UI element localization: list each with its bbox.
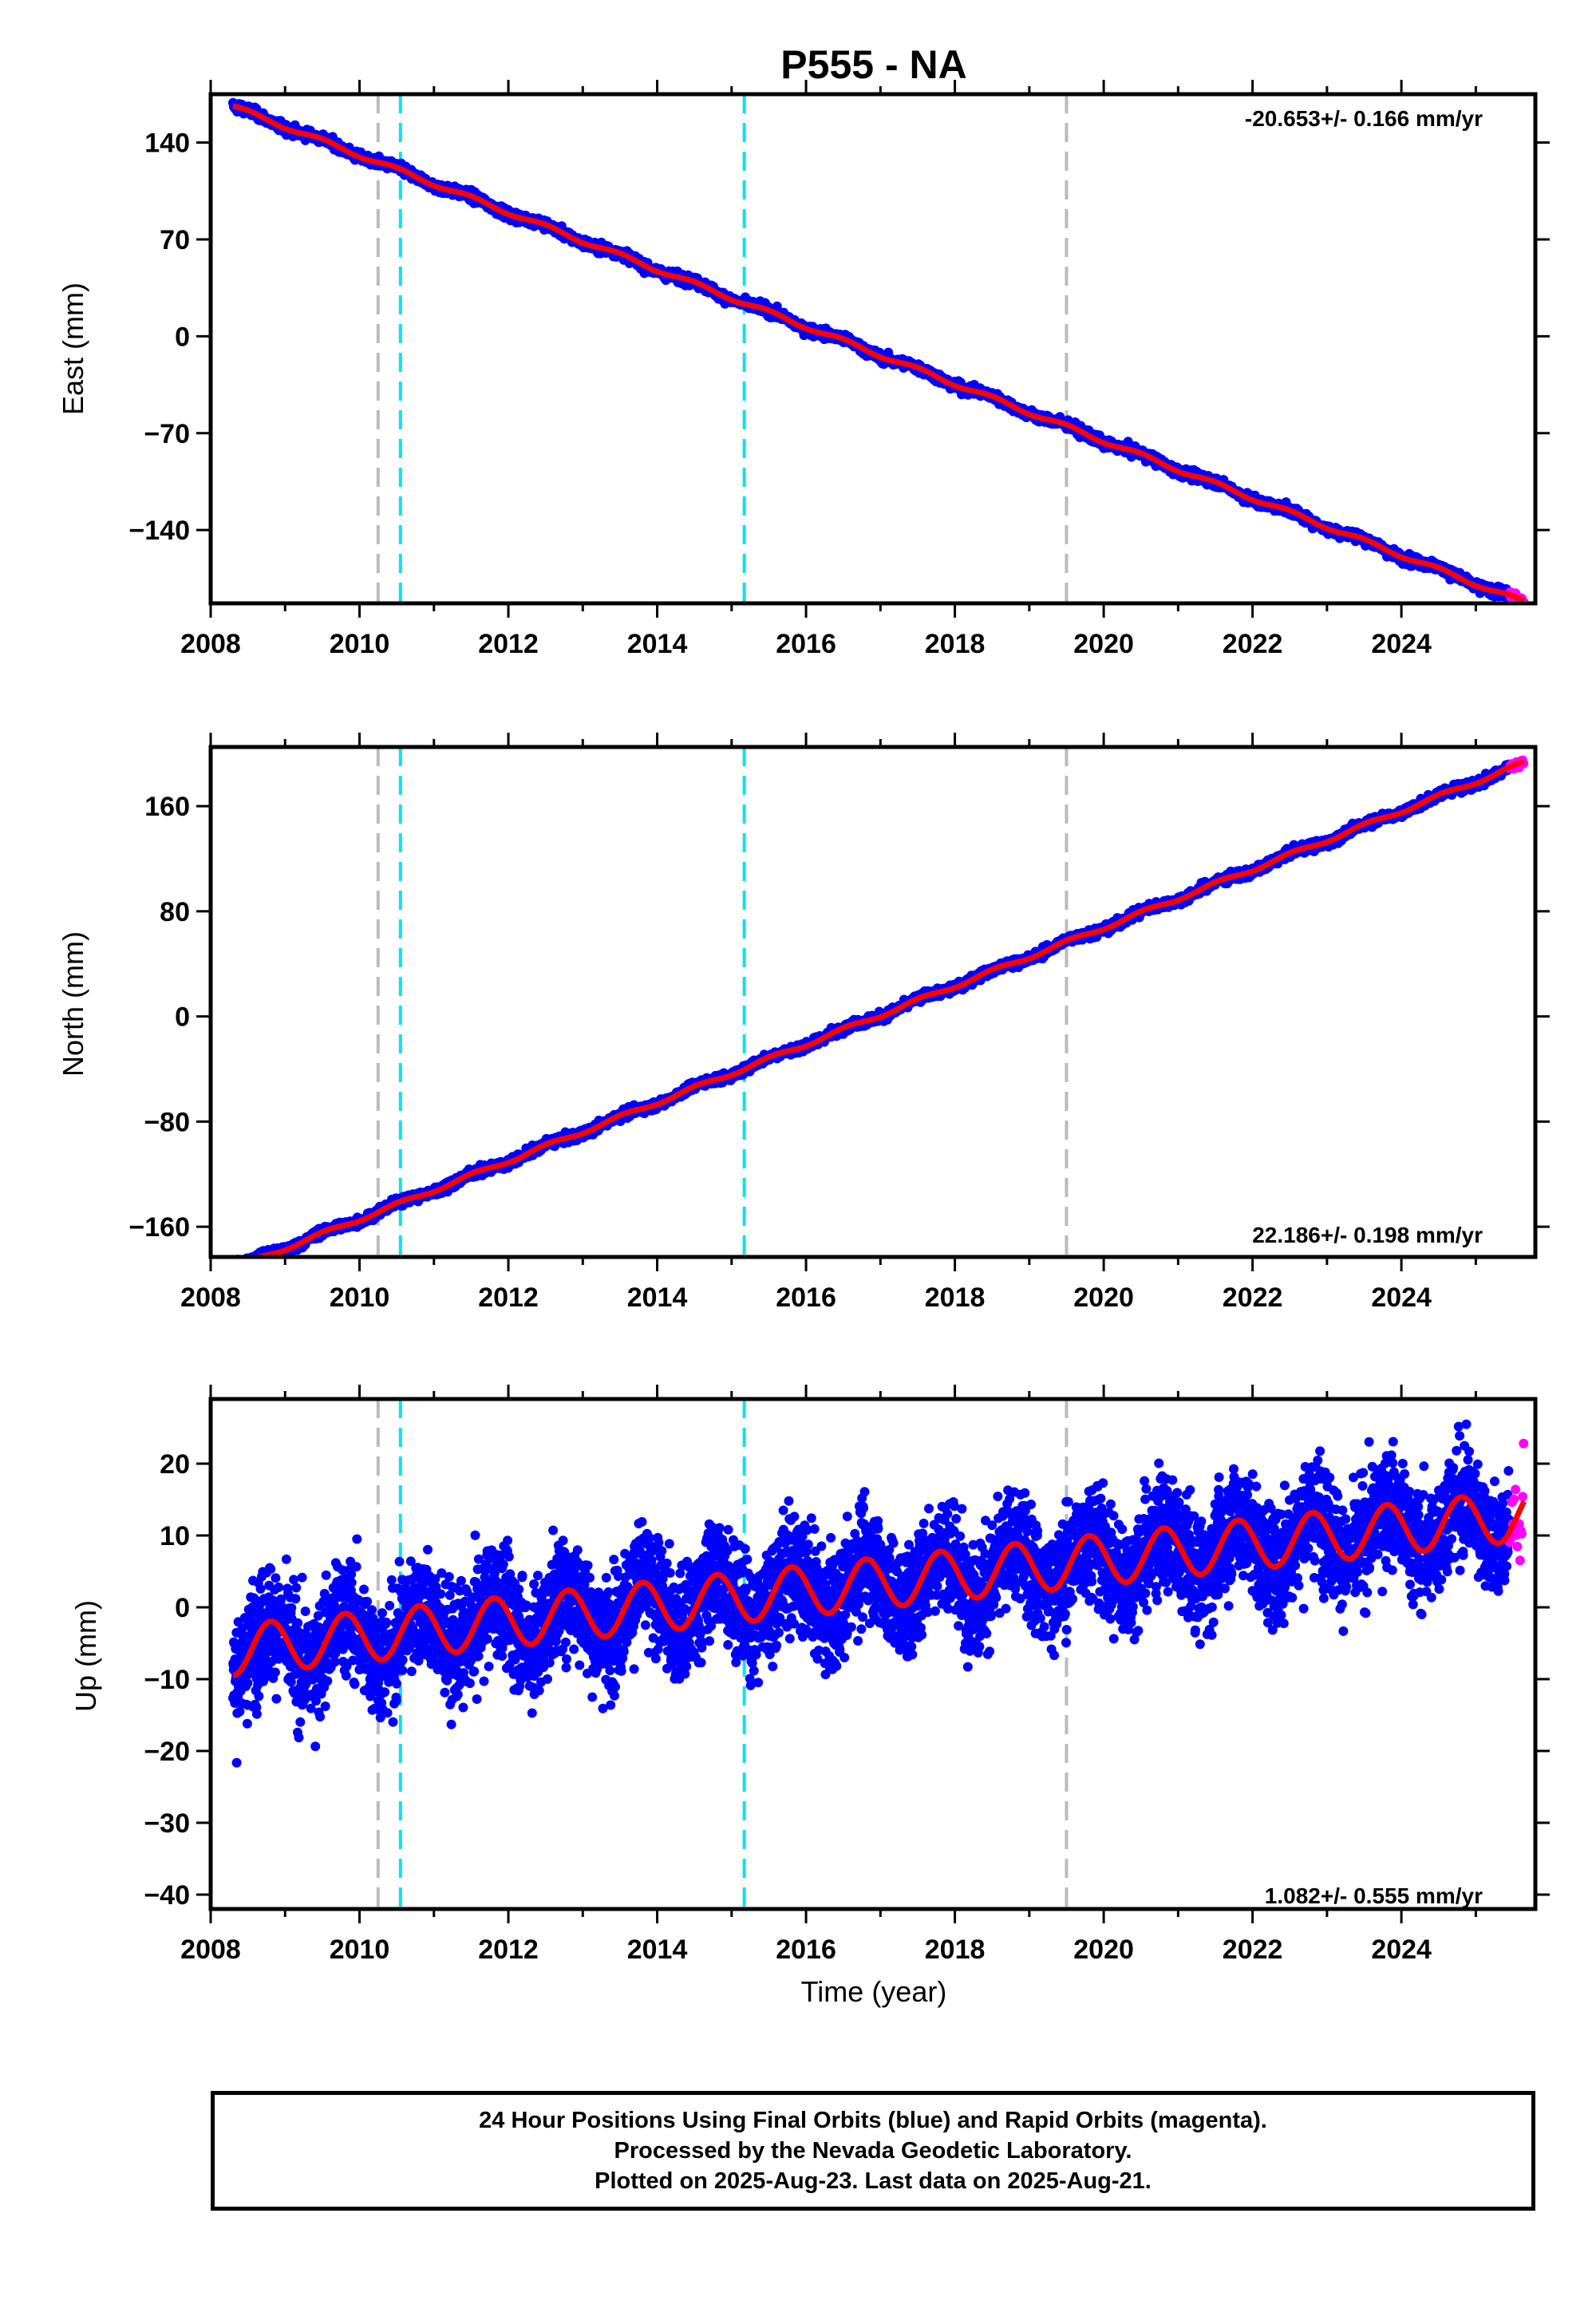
final-point — [238, 1259, 247, 1268]
final-point — [237, 1262, 247, 1271]
east-rate-label: -20.653+/- 0.166 mm/yr — [1245, 106, 1483, 131]
xtick-label: 2020 — [1073, 629, 1134, 659]
north-ylabel: North (mm) — [57, 931, 89, 1077]
final-point — [235, 1261, 245, 1271]
final-point — [232, 1262, 242, 1271]
xtick-label: 2016 — [776, 629, 836, 659]
final-point — [236, 1263, 246, 1272]
east-ylabel: East (mm) — [57, 283, 89, 415]
final-point — [229, 1268, 239, 1278]
final-point — [231, 1263, 240, 1272]
final-point — [239, 1262, 248, 1271]
final-point — [238, 1259, 247, 1269]
final-point — [237, 1259, 247, 1269]
chart-title: P555 - NA — [780, 42, 966, 87]
final-point — [245, 1258, 255, 1267]
final-point — [231, 1264, 241, 1274]
north-rate-label: 22.186+/- 0.198 mm/yr — [1252, 1223, 1483, 1247]
final-point — [229, 1263, 239, 1272]
xtick-label: 2024 — [1371, 629, 1432, 659]
final-point — [232, 1259, 242, 1269]
xtick-label: 2018 — [925, 629, 986, 659]
final-point — [236, 1261, 246, 1271]
final-point — [247, 1259, 257, 1268]
final-point — [230, 1263, 239, 1272]
xtick-label: 2022 — [1223, 629, 1283, 659]
east-panel: East (mm) -20.653+/- 0.166 mm/yr 140 70 0 −… — [57, 80, 1550, 659]
final-point — [228, 1259, 238, 1269]
final-point — [241, 1258, 251, 1267]
final-point — [244, 1260, 254, 1270]
final-point — [231, 1262, 240, 1271]
ytick-label: 70 — [160, 225, 190, 255]
final-point — [239, 1260, 249, 1270]
plot-area-0 — [228, 94, 1529, 603]
xtick-label: 2014 — [627, 629, 688, 659]
final-point — [235, 1260, 244, 1270]
north-panel: North (mm) 22.186+/- 0.198 mm/yr 160800−… — [57, 733, 1550, 1313]
plot-area-1 — [228, 747, 1529, 1278]
ytick-label: −140 — [128, 516, 190, 546]
ytick-label: 0 — [175, 322, 190, 352]
final-point — [234, 1262, 243, 1271]
xtick-label: 2012 — [478, 629, 539, 659]
final-point — [239, 1260, 248, 1270]
final-point — [246, 1259, 255, 1269]
final-point — [231, 1260, 241, 1270]
ytick-label: −70 — [144, 419, 190, 449]
final-point — [240, 1259, 250, 1269]
xtick-label: 2010 — [330, 629, 390, 659]
xtick-label: 2008 — [180, 629, 241, 659]
final-point — [234, 1261, 243, 1271]
ytick-label: 140 — [144, 128, 190, 159]
final-point — [230, 1266, 239, 1275]
final-point — [233, 1262, 243, 1271]
